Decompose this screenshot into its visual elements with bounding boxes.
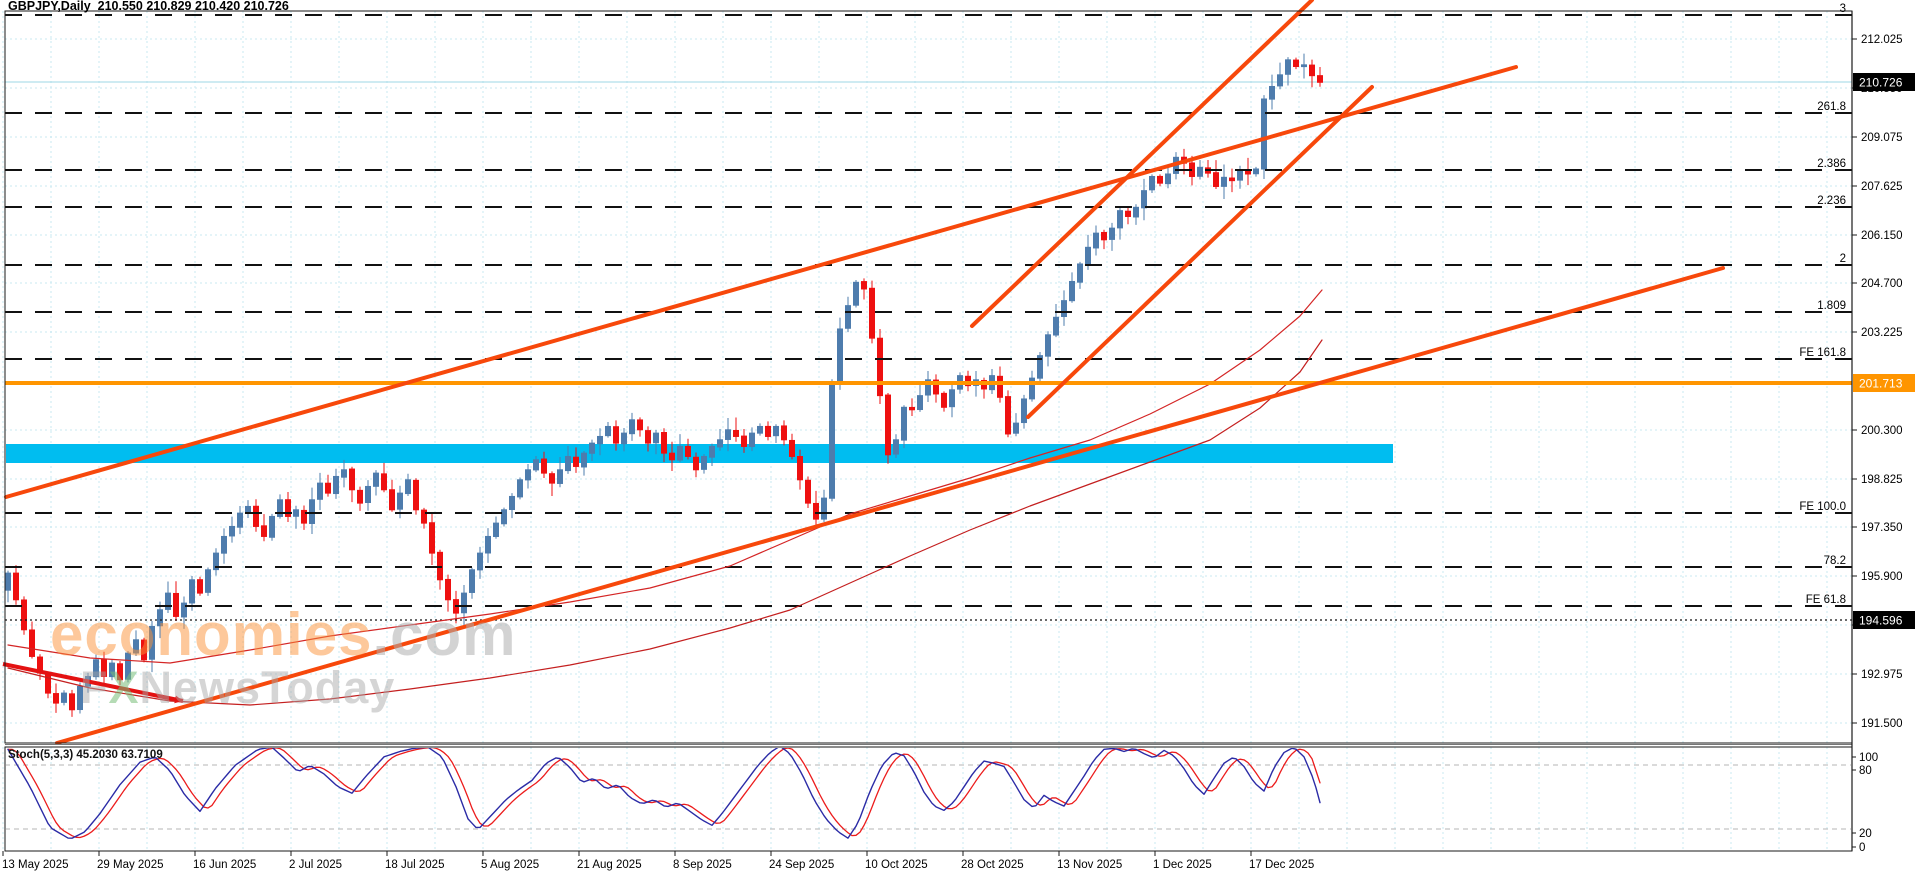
price-tick-label: 203.225 [1861, 327, 1903, 339]
fibonacci-levels[interactable] [5, 14, 1852, 607]
date-tick-label: 16 Jun 2025 [193, 859, 256, 871]
price-tick-label: 206.150 [1861, 230, 1903, 242]
trendline-long-trendline-upper[interactable] [4, 65, 1518, 499]
symbol-timeframe: GBPJPY,Daily [8, 0, 91, 13]
candlestick-series [5, 53, 1323, 717]
fib-label-FE 100.0: FE 100.0 [1799, 501, 1846, 513]
ohlc-close: 210.726 [243, 0, 289, 13]
ma-fast-line [7, 289, 1323, 664]
ohlc-low: 210.420 [194, 0, 241, 13]
fib-label-261.8: 261.8 [1817, 101, 1846, 113]
chart-title: GBPJPY,Daily 210.550 210.829 210.420 210… [8, 0, 289, 13]
trendline-channel-lower[interactable] [1026, 85, 1374, 419]
support-band [6, 444, 1393, 463]
price-tick-label: 198.825 [1861, 474, 1903, 486]
price-box-label: 201.713 [1859, 377, 1903, 391]
date-tick-label: 18 Jul 2025 [385, 859, 444, 871]
ohlc-open: 210.550 [97, 0, 143, 13]
price-tick-label: 192.975 [1861, 669, 1903, 681]
price-box-210.726 [1853, 73, 1915, 91]
price-box-label: 194.596 [1859, 614, 1903, 628]
price-tick-label: 209.075 [1861, 132, 1903, 144]
bearish-arrow-annotation[interactable] [2, 662, 184, 704]
price-tick-label: 191.500 [1861, 718, 1903, 730]
price-tick-label: 204.700 [1861, 278, 1903, 290]
price-tick-label: 207.625 [1861, 181, 1903, 193]
date-tick-label: 28 Oct 2025 [961, 859, 1024, 871]
date-tick-label: 8 Sep 2025 [673, 859, 732, 871]
ohlc-high: 210.829 [146, 0, 192, 13]
date-tick-label: 1 Dec 2025 [1153, 859, 1212, 871]
fib-label-3: 3 [1840, 3, 1846, 15]
stoch-scale-label: 100 [1859, 752, 1878, 764]
stoch-k-line [7, 748, 1321, 839]
date-tick-label: 10 Oct 2025 [865, 859, 928, 871]
date-tick-label: 17 Dec 2025 [1249, 859, 1314, 871]
stoch-d-value: 63.7109 [117, 749, 163, 761]
price-tick-label: 195.900 [1861, 571, 1903, 583]
fib-label-FE 161.8: FE 161.8 [1799, 347, 1846, 359]
date-tick-label: 29 May 2025 [97, 859, 164, 871]
main-panel [5, 14, 1852, 717]
date-axis-labels: 13 May 2025 29 May 2025 16 Jun 2025 2 Jul 2… [2, 851, 1314, 871]
date-tick-label: 21 Aug 2025 [577, 859, 642, 871]
date-tick-label: 13 May 2025 [2, 859, 69, 871]
grid [2, 11, 1852, 851]
fib-label-FE 61.8: FE 61.8 [1806, 594, 1846, 606]
stochastic-indicator-label: Stoch(5,3,3) 45.2030 63.7109 [8, 749, 163, 761]
price-box-194.596 [1853, 611, 1915, 629]
price-box-201.713 [1853, 374, 1915, 392]
stoch-scale-label: 0 [1859, 842, 1865, 854]
price-axis-labels: 212.025210.550209.075207.625206.150204.7… [1852, 34, 1915, 854]
date-tick-label: 2 Jul 2025 [289, 859, 342, 871]
stoch-d-line [7, 748, 1321, 839]
stoch-scale-label: 20 [1859, 828, 1872, 840]
fib-label-2.236: 2.236 [1817, 195, 1846, 207]
fib-label-78.2: 78.2 [1824, 555, 1846, 567]
fib-label-1.809: 1.809 [1817, 300, 1846, 312]
date-tick-label: 13 Nov 2025 [1057, 859, 1122, 871]
trendline-long-trendline-lower[interactable] [55, 266, 1725, 745]
date-tick-label: 24 Sep 2025 [769, 859, 834, 871]
stoch-scale-label: 80 [1859, 765, 1872, 777]
fib-level-labels: 3 261.8 2.386 2.236 2 1.809 FE 161.8 FE 100.0 78… [1799, 3, 1846, 606]
ma-slow-line [7, 339, 1323, 706]
price-tick-label: 212.025 [1861, 34, 1903, 46]
fib-label-2: 2 [1840, 253, 1846, 265]
stoch-k-value: 45.2030 [73, 749, 118, 761]
price-tick-label: 197.350 [1861, 522, 1903, 534]
fib-label-2.386: 2.386 [1817, 158, 1846, 170]
date-tick-label: 5 Aug 2025 [481, 859, 539, 871]
price-tick-label: 200.300 [1861, 425, 1903, 437]
trendline-channel-upper[interactable] [970, 0, 1314, 328]
price-box-label: 210.726 [1859, 76, 1903, 90]
stochastic-panel [6, 748, 1851, 839]
